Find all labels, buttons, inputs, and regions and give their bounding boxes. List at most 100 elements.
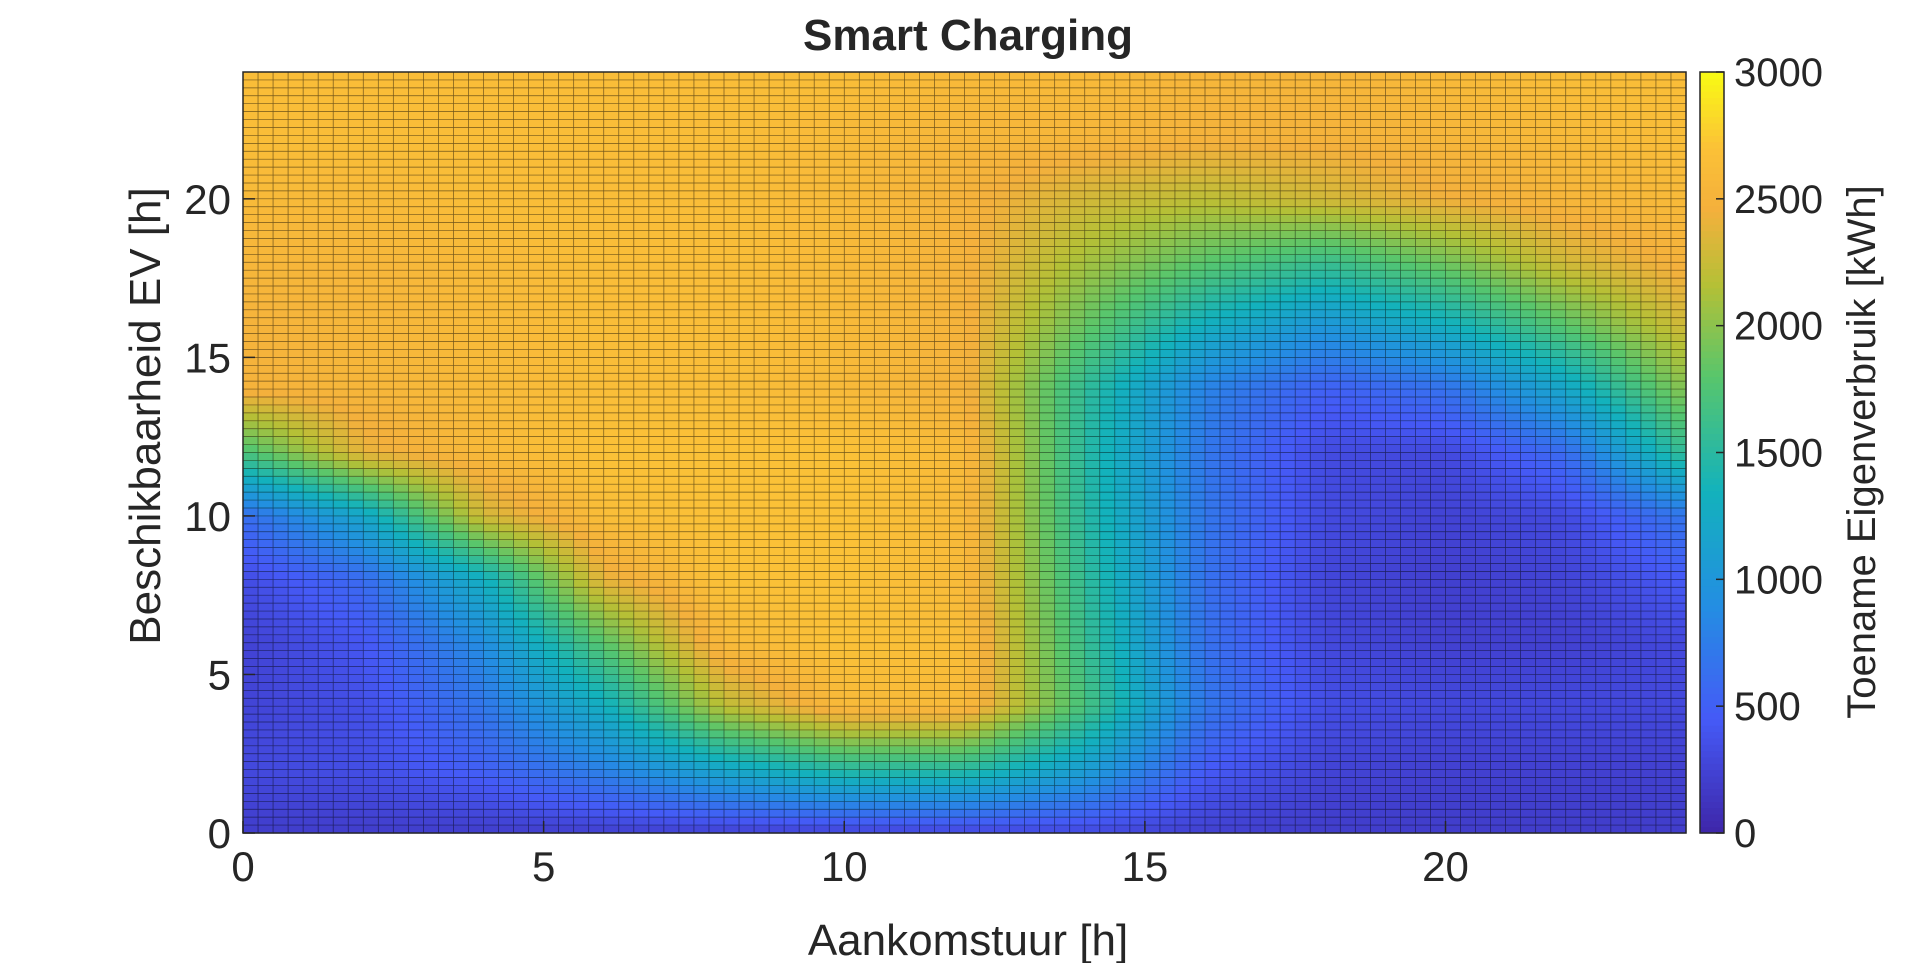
heatmap-cell [438,547,455,557]
heatmap-cell [1520,682,1537,691]
heatmap-cell [1595,539,1612,549]
heatmap-cell [889,817,905,826]
heatmap-cell [1625,523,1642,533]
heatmap-cell [603,722,620,731]
heatmap-cell [303,634,319,644]
heatmap-cell [949,642,966,652]
heatmap-cell [693,793,710,802]
heatmap-cell [1520,769,1537,779]
heatmap-cell [799,571,815,580]
heatmap-cell [258,484,274,493]
heatmap-cell [603,531,620,541]
heatmap-cell [1580,539,1597,549]
heatmap-cell [1370,793,1386,802]
heatmap-cell [994,801,1011,810]
heatmap-cell [708,674,725,683]
heatmap-cell [363,634,379,644]
heatmap-cell [348,785,364,794]
heatmap-cell [1580,484,1597,493]
heatmap-cell [724,634,740,644]
heatmap-cell [708,476,725,485]
heatmap-cell [1610,452,1627,462]
heatmap-cell [1445,563,1462,573]
heatmap-cell [633,753,650,763]
heatmap-cell [904,809,921,818]
heatmap-cell [1385,507,1402,517]
heatmap-cell [573,777,590,787]
heatmap-cell [1580,793,1597,802]
heatmap-cell [333,626,349,636]
heatmap-cell [1265,595,1281,604]
heatmap-cell [1385,452,1402,462]
heatmap-cell [1295,595,1311,604]
heatmap-cell [618,666,635,676]
heatmap-cell [243,666,259,676]
heatmap-cell [964,444,981,454]
heatmap-cell [904,714,921,723]
heatmap-cell [1490,714,1507,723]
heatmap-cell [1129,618,1146,628]
heatmap-cell [964,769,981,779]
heatmap-cell [1265,531,1281,541]
heatmap-cell [1129,777,1146,787]
heatmap-cell [1550,777,1567,787]
heatmap-cell [1475,674,1492,683]
heatmap-cell [949,737,966,747]
heatmap-cell [769,563,785,573]
heatmap-cell [1235,618,1251,628]
heatmap-cell [558,698,575,707]
heatmap-cell [1670,547,1687,557]
heatmap-cell [859,722,875,731]
heatmap-cell [739,809,755,818]
heatmap-cell [1144,523,1161,533]
heatmap-cell [708,563,725,573]
heatmap-cell [979,539,996,549]
heatmap-cell [558,500,575,509]
heatmap-cell [543,714,560,723]
heatmap-cell [814,563,830,573]
heatmap-cell [468,579,485,588]
heatmap-cell [1520,809,1537,818]
heatmap-cell [1640,492,1657,501]
heatmap-cell [1024,500,1041,509]
heatmap-cell [1084,507,1101,517]
heatmap-cell [1415,587,1432,596]
heatmap-cell [949,682,966,691]
heatmap-cell [678,761,695,771]
heatmap-cell [333,555,349,565]
heatmap-cell [1550,611,1567,620]
heatmap-cell [1445,817,1462,826]
heatmap-cell [859,587,875,596]
heatmap-cell [288,737,304,747]
heatmap-cell [693,706,710,715]
heatmap-cell [844,801,860,810]
heatmap-cell [754,666,770,676]
heatmap-cell [258,634,274,644]
heatmap-cell [408,523,424,533]
heatmap-cell [333,801,349,810]
heatmap-cell [1385,634,1402,644]
heatmap-cell [1084,634,1101,644]
heatmap-cell [739,603,755,612]
heatmap-cell [769,523,785,533]
heatmap-cell [513,484,530,493]
heatmap-cell [1189,769,1206,779]
heatmap-cell [528,825,545,834]
heatmap-cell [1099,492,1116,501]
heatmap-cell [1340,793,1356,802]
heatmap-cell [1144,785,1161,794]
heatmap-cell [348,737,364,747]
heatmap-cell [799,611,815,620]
heatmap-cell [1655,658,1672,668]
heatmap-cell [1355,531,1371,541]
heatmap-cell [588,642,605,652]
heatmap-cell [1189,611,1206,620]
heatmap-cell [438,634,455,644]
heatmap-cell [1265,587,1281,596]
heatmap-cell [1205,690,1221,699]
heatmap-cell [1265,476,1281,485]
heatmap-cell [1084,460,1101,469]
heatmap-cell [573,563,590,573]
heatmap-cell [1550,769,1567,779]
heatmap-cell [678,698,695,707]
